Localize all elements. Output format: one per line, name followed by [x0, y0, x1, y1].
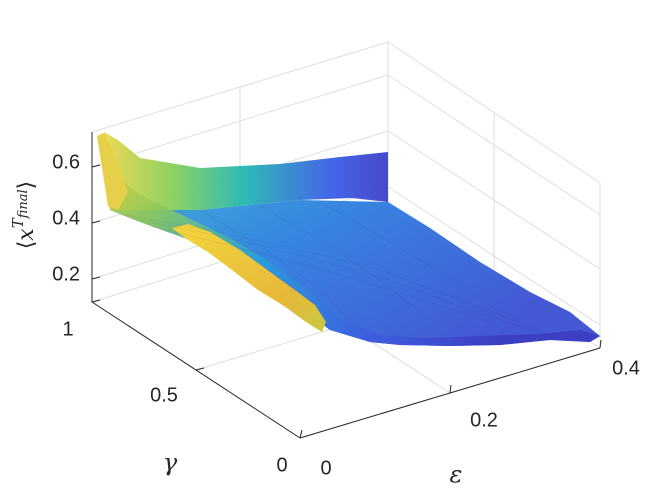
x-tick-label: 0.4 [612, 357, 640, 379]
z-ticks: 0.6 0.4 0.2 [52, 151, 80, 285]
y-tick-label: 1 [62, 318, 73, 340]
x-tick-label: 0 [320, 457, 331, 479]
axes [91, 132, 602, 439]
x-axis-label: ε [450, 461, 463, 489]
z-axis-label: ⟨xTfinal⟩ [9, 181, 39, 250]
z-tick-label: 0.2 [52, 263, 80, 285]
z-tick-label: 0.4 [52, 207, 80, 229]
x-tick-label: 0.2 [470, 409, 498, 431]
x-ticks: 0 0.2 0.4 [320, 357, 639, 479]
y-tick-label: 0.5 [150, 384, 178, 406]
surface-top [110, 200, 600, 346]
surface-left-spike [97, 133, 128, 210]
y-axis-label: γ [163, 449, 178, 477]
y-ticks: 1 0.5 0 [62, 318, 287, 476]
surface-back-edge [100, 132, 388, 214]
surface-ridge [172, 224, 326, 332]
y-tick-label: 0 [276, 454, 287, 476]
svg-text:⟨xTfinal⟩: ⟨xTfinal⟩ [9, 181, 39, 250]
z-tick-label: 0.6 [52, 151, 80, 173]
surface [97, 132, 600, 346]
